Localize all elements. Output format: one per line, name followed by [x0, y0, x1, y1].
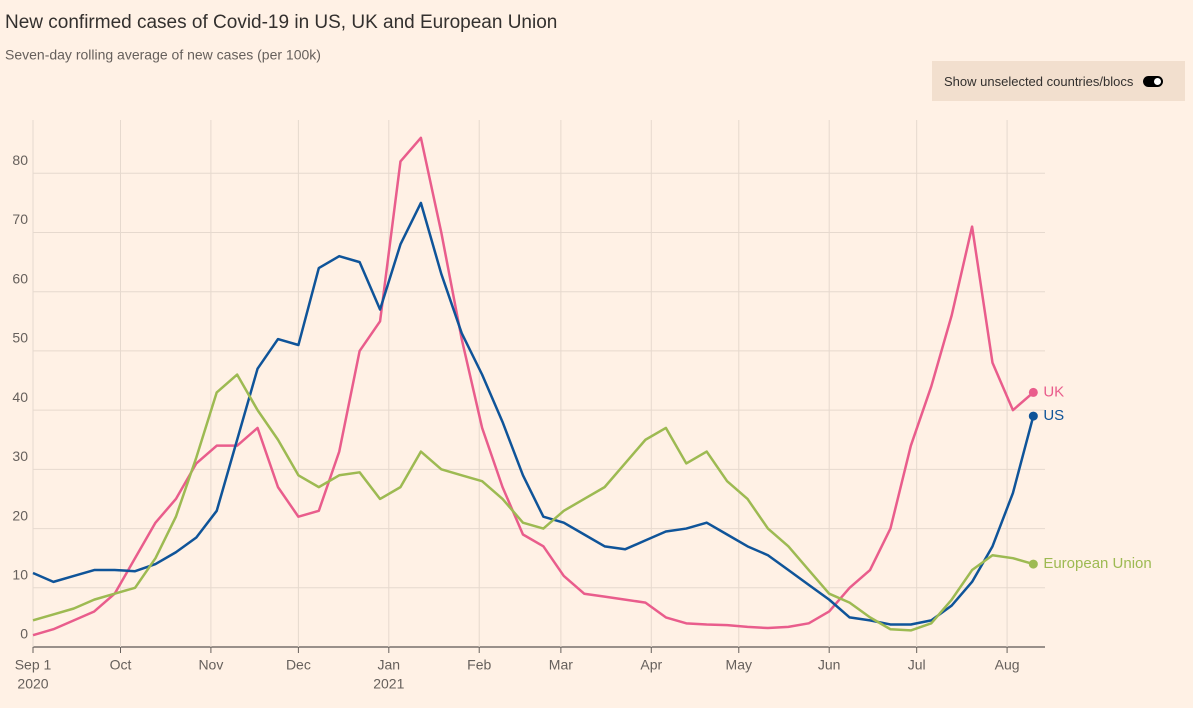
- end-dot: [1028, 411, 1038, 421]
- series-label: European Union: [1043, 555, 1151, 572]
- x-tick-label: Jun: [818, 657, 841, 673]
- y-tick-label: 60: [12, 270, 28, 286]
- series-line: [32, 373, 1034, 632]
- x-tick-label: Nov: [198, 657, 223, 673]
- x-tick-label: Mar: [549, 657, 573, 673]
- x-tick-label: Dec: [286, 657, 311, 673]
- x-tick-label: Oct: [110, 657, 132, 673]
- x-tick-label: Jan: [378, 657, 401, 673]
- x-tick-label: Feb: [467, 657, 491, 673]
- x-tick-label: May: [726, 657, 752, 673]
- y-tick-label: 0: [20, 626, 28, 642]
- y-tick-label: 20: [12, 507, 28, 523]
- toggle-label: Show unselected countries/blocs: [944, 73, 1134, 89]
- end-dot: [1028, 387, 1038, 397]
- toggle-button[interactable]: Show unselected countries/blocs: [932, 61, 1185, 101]
- switch[interactable]: [1143, 75, 1164, 87]
- year-label: 2021: [373, 676, 404, 692]
- y-tick-label: 80: [12, 152, 28, 168]
- series-label: US: [1043, 407, 1064, 424]
- year-label: 2020: [17, 676, 48, 692]
- chart-title: New confirmed cases of Covid-19 in US, U…: [5, 12, 557, 33]
- y-tick-label: 70: [12, 211, 28, 227]
- series-label: UK: [1043, 383, 1064, 400]
- x-tick-label: Apr: [640, 657, 662, 673]
- x-tick-label: Jul: [908, 657, 926, 673]
- x-tick-label: Aug: [995, 657, 1020, 673]
- chart-subtitle: Seven-day rolling average of new cases (…: [5, 47, 321, 63]
- y-tick-label: 10: [12, 566, 28, 582]
- x-tick-label: Sep 1: [15, 657, 52, 673]
- y-tick-label: 30: [12, 448, 28, 464]
- end-dot: [1028, 559, 1038, 569]
- series-line: [32, 201, 1035, 626]
- series-line: [32, 136, 1035, 637]
- y-tick-label: 40: [12, 389, 28, 405]
- y-tick-label: 50: [12, 330, 28, 346]
